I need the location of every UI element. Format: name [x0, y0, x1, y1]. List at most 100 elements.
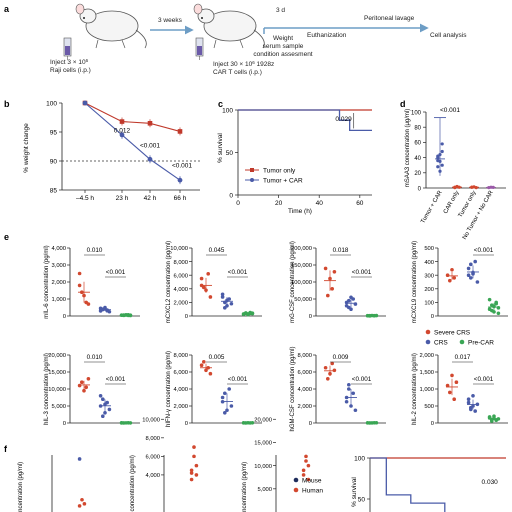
data-point: [344, 399, 349, 404]
data-point: [101, 414, 105, 419]
weight-change-chart: 85 90 95 100 –4.5 h 23 h 42 h 66 h 0.012 <0.001 <0…: [46, 100, 200, 202]
data-point: [494, 301, 499, 306]
cytokine-subplot: mCXCL2 concentration (pg/ml) 0 2,000 4,000 6…: [166, 241, 262, 323]
data-point: [347, 387, 351, 391]
data-point: [202, 360, 206, 364]
y-tick-label: 0: [431, 421, 434, 427]
y-tick-label: 90: [50, 158, 58, 165]
y-tick-label: 4,000: [51, 246, 66, 252]
data-point: [77, 457, 82, 461]
y-tick-label: 1,000: [51, 297, 66, 303]
inject-raji-text-2: Raji cells (i.p.): [50, 67, 91, 74]
data-point: [436, 165, 440, 169]
cytokine-subplot: mIL-6 concentration (pg/ml) 0 1,000 2,000 3,…: [44, 245, 140, 320]
y-tick-label: 200: [424, 287, 434, 293]
y-tick-label: 0: [431, 314, 434, 320]
data-point: [77, 271, 82, 276]
cytokine-charts: mIL-6 concentration (pg/ml) 0 1,000 2,000 3,…: [44, 241, 508, 432]
data-point: [469, 407, 473, 412]
days-label: 3 d: [276, 7, 285, 14]
data-point: [225, 408, 229, 413]
p-value: <0.001: [140, 142, 160, 149]
y-tick-label: 2,000: [173, 404, 188, 410]
y-tick-label: 95: [50, 129, 58, 136]
y-tick-label: 0: [309, 421, 312, 427]
data-point: [452, 397, 457, 402]
p-value: 0.018: [333, 247, 349, 254]
legend-tumor-car: Tumor + CAR: [263, 178, 303, 185]
p-value: <0.001: [228, 376, 248, 383]
data-point: [326, 293, 330, 298]
y-axis-label: IL-6 concentration (pg/ml): [18, 462, 24, 512]
data-point: [450, 373, 454, 378]
y-tick-label: 0: [418, 186, 422, 192]
y-tick-label: 200,000: [291, 246, 312, 252]
y-axis-label-d: mSAA3 concentration (μg/ml): [405, 109, 411, 188]
p-value: <0.001: [172, 163, 192, 170]
data-point: [229, 404, 234, 408]
data-point: [77, 383, 82, 388]
y-axis-label: GM-CSF concentration (pg/ml): [130, 455, 136, 512]
inject-raji-text: Inject 3 × 106: [50, 58, 89, 66]
y-tick-label: 4,000: [173, 387, 188, 393]
data-point: [445, 273, 450, 278]
y-tick-label: 4,000: [297, 387, 312, 393]
y-tick-label: 60: [414, 141, 421, 147]
y-tick-label: 0: [309, 314, 312, 320]
y-tick-label: 15,000: [254, 441, 272, 447]
panel-f-subplot: IL-6 concentration (pg/ml): [18, 455, 87, 512]
x-tick-label: 60: [356, 200, 364, 207]
data-point: [220, 395, 225, 400]
panel-d: d mSAA3 concentration (μg/ml) 0 20 40 60 80 1…: [400, 99, 506, 241]
legend-e: Severe CRS CRS Pre-CAR: [425, 330, 494, 347]
y-axis-label: mCXCL9 concentration (pg/ml): [412, 241, 418, 323]
series-line: [84, 102, 181, 181]
y-axis-label: hIL-3 concentration (pg/ml): [44, 353, 50, 425]
y-tick-label: 15,000: [48, 370, 66, 376]
p-value: 0.009: [333, 354, 349, 361]
y-tick-label: 100: [424, 301, 434, 307]
data-point: [475, 280, 480, 284]
p-value: 0.017: [455, 354, 471, 361]
inject-car-text: Inject 30 × 106 1928z: [213, 60, 274, 68]
x-tick-label: 42 h: [144, 195, 157, 202]
y-tick-label: 0: [63, 421, 66, 427]
data-point: [301, 473, 306, 477]
y-axis-label: % survival: [351, 477, 358, 507]
data-point: [490, 419, 494, 423]
cytokine-subplot: hIL-2 concentration (pg/ml) 0 500 1,000 1,50…: [412, 353, 508, 427]
y-axis-label-c: % survival: [217, 133, 224, 163]
y-tick-label: 0: [63, 314, 66, 320]
x-tick-label: 0: [236, 200, 240, 207]
data-point: [189, 468, 194, 473]
cytokine-subplot: hGM-CSF concentration (pg/ml) 0 2,000 4,000…: [290, 346, 386, 432]
cytokine-subplot: mG-CSF concentration (pg/ml) 0 50,000 100,0…: [290, 241, 386, 323]
inject-car-text-2: CAR T cells (i.p.): [213, 69, 262, 76]
y-axis-label: mG-CSF concentration (pg/ml): [290, 241, 296, 323]
y-axis-label: hIFN-γ concentration (pg/ml): [166, 351, 172, 427]
data-point: [227, 387, 231, 391]
panel-label-c: c: [218, 99, 223, 109]
y-tick-label: 50: [226, 150, 234, 157]
weight-label: Weight: [273, 35, 293, 42]
y-tick-label: 2,000: [51, 280, 66, 286]
p-value: 0.030: [482, 479, 499, 486]
y-tick-label: 2,000: [419, 353, 434, 359]
data-point: [223, 411, 227, 415]
data-point: [323, 365, 328, 370]
y-tick-label: 150,000: [291, 263, 312, 269]
y-tick-label: 300: [424, 273, 434, 279]
data-point: [220, 295, 225, 299]
cytokine-subplot: mCXCL9 concentration (pg/ml) 0 100 200 300 40…: [412, 241, 508, 323]
legend-crs: CRS: [434, 340, 448, 347]
panel-f-subplot: GM-CSF concentration (pg/ml) 10,000 8,000 6…: [130, 417, 199, 512]
y-tick-label: 10,000: [170, 246, 188, 252]
data-point: [80, 380, 84, 385]
y-tick-label: 0: [229, 192, 233, 199]
y-tick-label: 80: [414, 126, 421, 132]
panel-label-f: f: [4, 444, 8, 454]
data-point: [450, 267, 454, 272]
panel-a: a Inject 3 × 106 Raji cells (i.p.) 3 wee…: [4, 3, 467, 76]
y-tick-label: 8,000: [173, 260, 188, 266]
